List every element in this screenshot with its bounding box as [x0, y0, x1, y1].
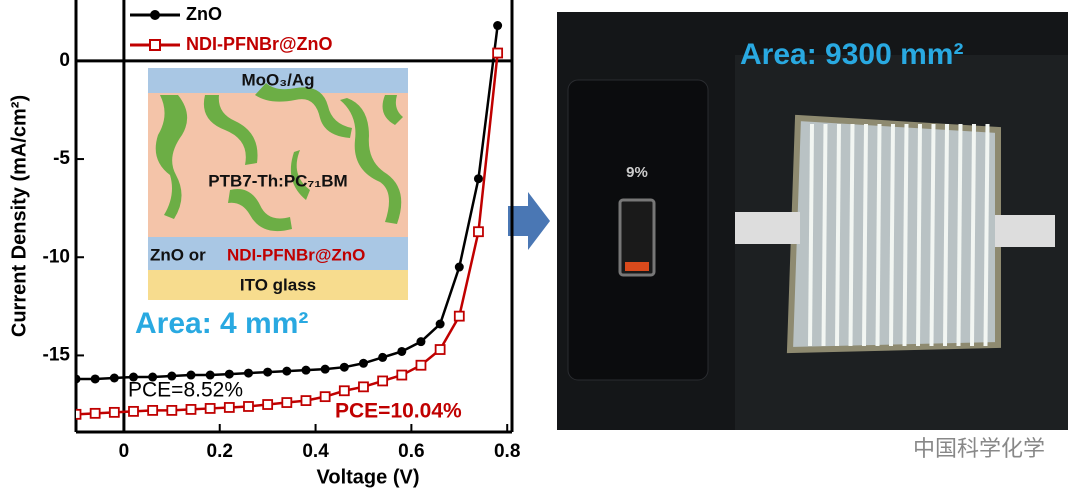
data-point — [166, 404, 178, 416]
stripe — [916, 123, 922, 347]
stripe — [956, 123, 963, 347]
connector — [995, 215, 1055, 247]
area-annotation: Area: 4 mm² — [135, 307, 308, 340]
layer-label: PTB7-Th:PC₇₁BM — [208, 171, 347, 190]
x-tick-label: 0 — [119, 441, 130, 462]
pce-annotation: PCE=10.04% — [335, 400, 462, 423]
data-point — [416, 337, 426, 347]
data-point — [147, 404, 159, 416]
connector — [735, 212, 800, 244]
ito-layer — [148, 270, 408, 300]
data-point — [243, 401, 254, 412]
module-stripes — [808, 123, 990, 347]
data-point — [128, 405, 139, 417]
data-point — [339, 362, 349, 372]
data-point — [263, 367, 273, 377]
stripe — [875, 123, 882, 347]
arrow — [508, 192, 550, 250]
data-point — [319, 391, 331, 403]
data-point — [262, 399, 274, 410]
data-point — [301, 365, 311, 375]
layer-label: MoO₃/Ag — [241, 70, 314, 89]
data-point — [128, 372, 138, 382]
stripe — [889, 123, 895, 347]
layer-label: ZnO or — [150, 245, 206, 264]
data-point — [243, 368, 253, 378]
data-point — [148, 372, 158, 382]
data-point — [320, 364, 330, 374]
y-tick-label: -15 — [43, 344, 71, 365]
data-point — [167, 371, 177, 381]
stripe — [970, 123, 976, 347]
stripe — [821, 123, 828, 347]
stripe — [929, 123, 936, 347]
data-point — [473, 226, 484, 238]
layer-label: NDI-PFNBr@ZnO — [227, 245, 365, 264]
stripe — [862, 123, 868, 347]
stripe — [983, 123, 990, 347]
data-point — [492, 47, 504, 59]
data-point — [108, 406, 120, 418]
data-point — [453, 310, 465, 322]
battery-label: 9% — [626, 164, 648, 181]
data-point — [377, 375, 389, 387]
stripe — [848, 123, 855, 347]
stripe — [943, 123, 949, 347]
data-point — [493, 21, 503, 31]
data-point — [76, 374, 81, 384]
data-point — [224, 369, 234, 379]
watermark: 中国科学化学 — [913, 436, 1045, 461]
data-point — [434, 344, 446, 355]
x-tick-label: 0.2 — [207, 441, 233, 462]
data-point — [415, 359, 427, 371]
data-point — [473, 174, 483, 184]
data-point — [396, 369, 408, 381]
data-point — [454, 262, 464, 272]
data-point — [397, 346, 407, 356]
x-axis-label: Voltage (V) — [317, 466, 420, 488]
legend-marker — [149, 39, 161, 51]
stripe — [902, 123, 909, 347]
y-axis-label: Current Density (mA/cm²) — [8, 95, 30, 337]
plot-area — [76, 21, 504, 420]
pce-annotation: PCE=8.52% — [128, 379, 243, 402]
device-photo: 9% Area: 9300 mm² — [557, 12, 1068, 430]
x-tick-label: 0.6 — [398, 441, 424, 462]
stripe — [808, 123, 814, 347]
data-point — [89, 407, 101, 419]
legend-label: NDI-PFNBr@ZnO — [186, 34, 333, 54]
layer-label: ITO glass — [240, 275, 316, 294]
data-point — [358, 358, 368, 368]
y-tick-label: -10 — [43, 246, 70, 267]
data-point — [435, 319, 445, 329]
legend-label: ZnO — [186, 4, 222, 24]
data-point — [90, 374, 100, 384]
x-tick-label: 0.8 — [494, 441, 520, 462]
data-point — [282, 366, 292, 376]
y-tick-label: 0 — [59, 50, 70, 71]
stripe — [835, 123, 841, 347]
legend-marker — [150, 10, 160, 20]
data-point — [338, 385, 350, 397]
device-schematic: MoO₃/Ag PTB7-Th:PC₇₁BM ZnO or NDI-PFNBr@… — [148, 68, 408, 300]
data-point — [205, 370, 215, 380]
etl-layer — [148, 237, 408, 270]
x-tick-label: 0.4 — [302, 441, 329, 462]
battery — [618, 198, 656, 277]
donor-domains — [155, 83, 403, 232]
data-point — [185, 404, 197, 415]
data-point — [186, 370, 196, 380]
data-point — [378, 352, 388, 362]
data-point — [223, 402, 235, 413]
data-point — [281, 397, 293, 408]
area-annotation: Area: 9300 mm² — [740, 38, 963, 71]
data-point — [109, 373, 119, 383]
data-point — [300, 395, 312, 406]
data-point — [204, 403, 216, 414]
battery-level — [625, 262, 649, 271]
y-tick-label: -5 — [53, 148, 70, 169]
data-point — [76, 408, 82, 420]
data-point — [358, 381, 369, 393]
